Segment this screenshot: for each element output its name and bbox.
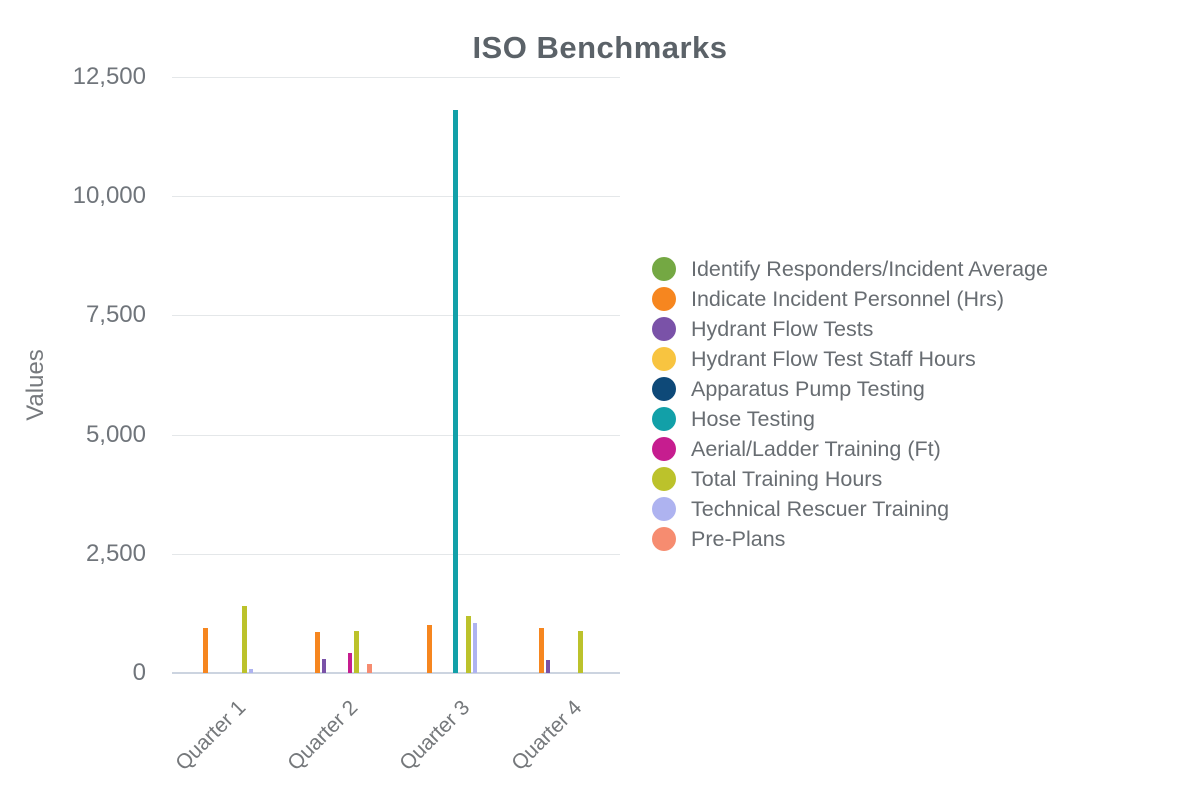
gridline (172, 77, 620, 78)
legend-label: Technical Rescuer Training (691, 496, 950, 521)
legend-item-identify-responders-incident-average[interactable]: Identify Responders/Incident Average (652, 254, 1048, 284)
legend-swatch-icon (652, 317, 676, 341)
bar-slot (314, 77, 321, 673)
bar-technical-rescuer-training-quarter-1[interactable] (248, 669, 253, 673)
gridline (172, 434, 620, 436)
bar-technical-rescuer-training-quarter-3[interactable] (472, 623, 477, 673)
legend: Identify Responders/Incident Average Indi… (652, 254, 1048, 554)
legend-label: Aerial/Ladder Training (Ft) (691, 436, 941, 461)
y-tick-label: 7,500 (85, 301, 146, 329)
bar-indicate-incident-personnel-hrs-quarter-1[interactable] (203, 627, 208, 673)
legend-item-hydrant-flow-test-staff-hours[interactable]: Hydrant Flow Test Staff Hours (652, 344, 1048, 374)
bar-slot (452, 77, 459, 673)
bar-total-training-hours-quarter-1[interactable] (242, 606, 247, 673)
y-axis-title: Values (22, 349, 49, 421)
legend-swatch-icon (652, 497, 676, 521)
bar-slot (241, 77, 248, 673)
bar-hydrant-flow-tests-quarter-4[interactable] (545, 659, 550, 673)
bar-slot (538, 77, 545, 673)
bar-total-training-hours-quarter-3[interactable] (466, 615, 471, 673)
bar-slot (590, 77, 597, 673)
bar-slot (465, 77, 472, 673)
gridline (172, 196, 620, 198)
bar-pre-plans-quarter-2[interactable] (367, 663, 372, 673)
bar-slot (321, 77, 328, 673)
legend-swatch-icon (652, 287, 676, 311)
bar-hose-testing-quarter-3[interactable] (453, 110, 458, 673)
bar-indicate-incident-personnel-hrs-quarter-3[interactable] (427, 625, 432, 673)
legend-swatch-icon (652, 257, 676, 281)
x-tick-label-quarter-1: Quarter 1 (171, 696, 251, 775)
bar-slot (248, 77, 255, 673)
legend-item-indicate-incident-personnel-hrs[interactable]: Indicate Incident Personnel (Hrs) (652, 284, 1048, 314)
legend-swatch-icon (652, 347, 676, 371)
legend-item-hydrant-flow-tests[interactable]: Hydrant Flow Tests (652, 314, 1048, 344)
y-tick-label: 2,500 (85, 539, 146, 567)
bar-slot (577, 77, 584, 673)
bar-slot (472, 77, 479, 673)
bar-slot (347, 77, 354, 673)
bar-groups-layer (172, 77, 620, 673)
legend-item-pre-plans[interactable]: Pre-Plans (652, 524, 1048, 554)
legend-label: Hydrant Flow Test Staff Hours (691, 346, 976, 371)
legend-item-aerial-ladder-training-ft[interactable]: Aerial/Ladder Training (Ft) (652, 434, 1048, 464)
legend-label: Indicate Incident Personnel (Hrs) (691, 286, 1005, 311)
legend-swatch-icon (652, 437, 676, 461)
legend-swatch-icon (652, 377, 676, 401)
x-axis-line (172, 672, 620, 674)
gridline (172, 315, 620, 317)
bar-slot (202, 77, 209, 673)
bar-slot (545, 77, 552, 673)
legend-swatch-icon (652, 467, 676, 491)
bar-group-quarter-1 (172, 77, 284, 673)
chart-title: ISO Benchmarks (472, 30, 728, 65)
bar-slot (478, 77, 485, 673)
bar-slot (353, 77, 360, 673)
legend-item-technical-rescuer-training[interactable]: Technical Rescuer Training (652, 494, 1048, 524)
y-tick-label: 12,500 (72, 63, 146, 90)
bar-group-quarter-2 (284, 77, 396, 673)
bar-hydrant-flow-tests-quarter-2[interactable] (321, 658, 326, 673)
bar-indicate-incident-personnel-hrs-quarter-4[interactable] (539, 627, 544, 673)
bar-group-quarter-4 (508, 77, 620, 673)
bar-indicate-incident-personnel-hrs-quarter-2[interactable] (315, 632, 320, 673)
legend-label: Pre-Plans (691, 526, 786, 551)
bar-slot (426, 77, 433, 673)
legend-item-total-training-hours[interactable]: Total Training Hours (652, 464, 1048, 494)
legend-label: Hose Testing (691, 406, 815, 431)
bar-group-quarter-3 (396, 77, 508, 673)
legend-item-apparatus-pump-testing[interactable]: Apparatus Pump Testing (652, 374, 1048, 404)
legend-swatch-icon (652, 527, 676, 551)
legend-label: Total Training Hours (691, 466, 883, 491)
legend-swatch-icon (652, 407, 676, 431)
legend-item-hose-testing[interactable]: Hose Testing (652, 404, 1048, 434)
y-tick-label: 0 (132, 659, 146, 686)
bar-total-training-hours-quarter-2[interactable] (354, 631, 359, 673)
bar-aerial-ladder-training-ft-quarter-2[interactable] (347, 652, 352, 673)
legend-label: Identify Responders/Incident Average (691, 256, 1048, 281)
bar-total-training-hours-quarter-4[interactable] (578, 631, 583, 673)
legend-label: Hydrant Flow Tests (691, 316, 874, 341)
legend-label: Apparatus Pump Testing (691, 376, 925, 401)
y-tick-label: 10,000 (72, 182, 146, 210)
y-tick-label: 5,000 (85, 420, 146, 448)
bar-slot (366, 77, 373, 673)
gridline (172, 553, 620, 555)
plot-area (172, 77, 620, 674)
bar-slot (254, 77, 261, 673)
